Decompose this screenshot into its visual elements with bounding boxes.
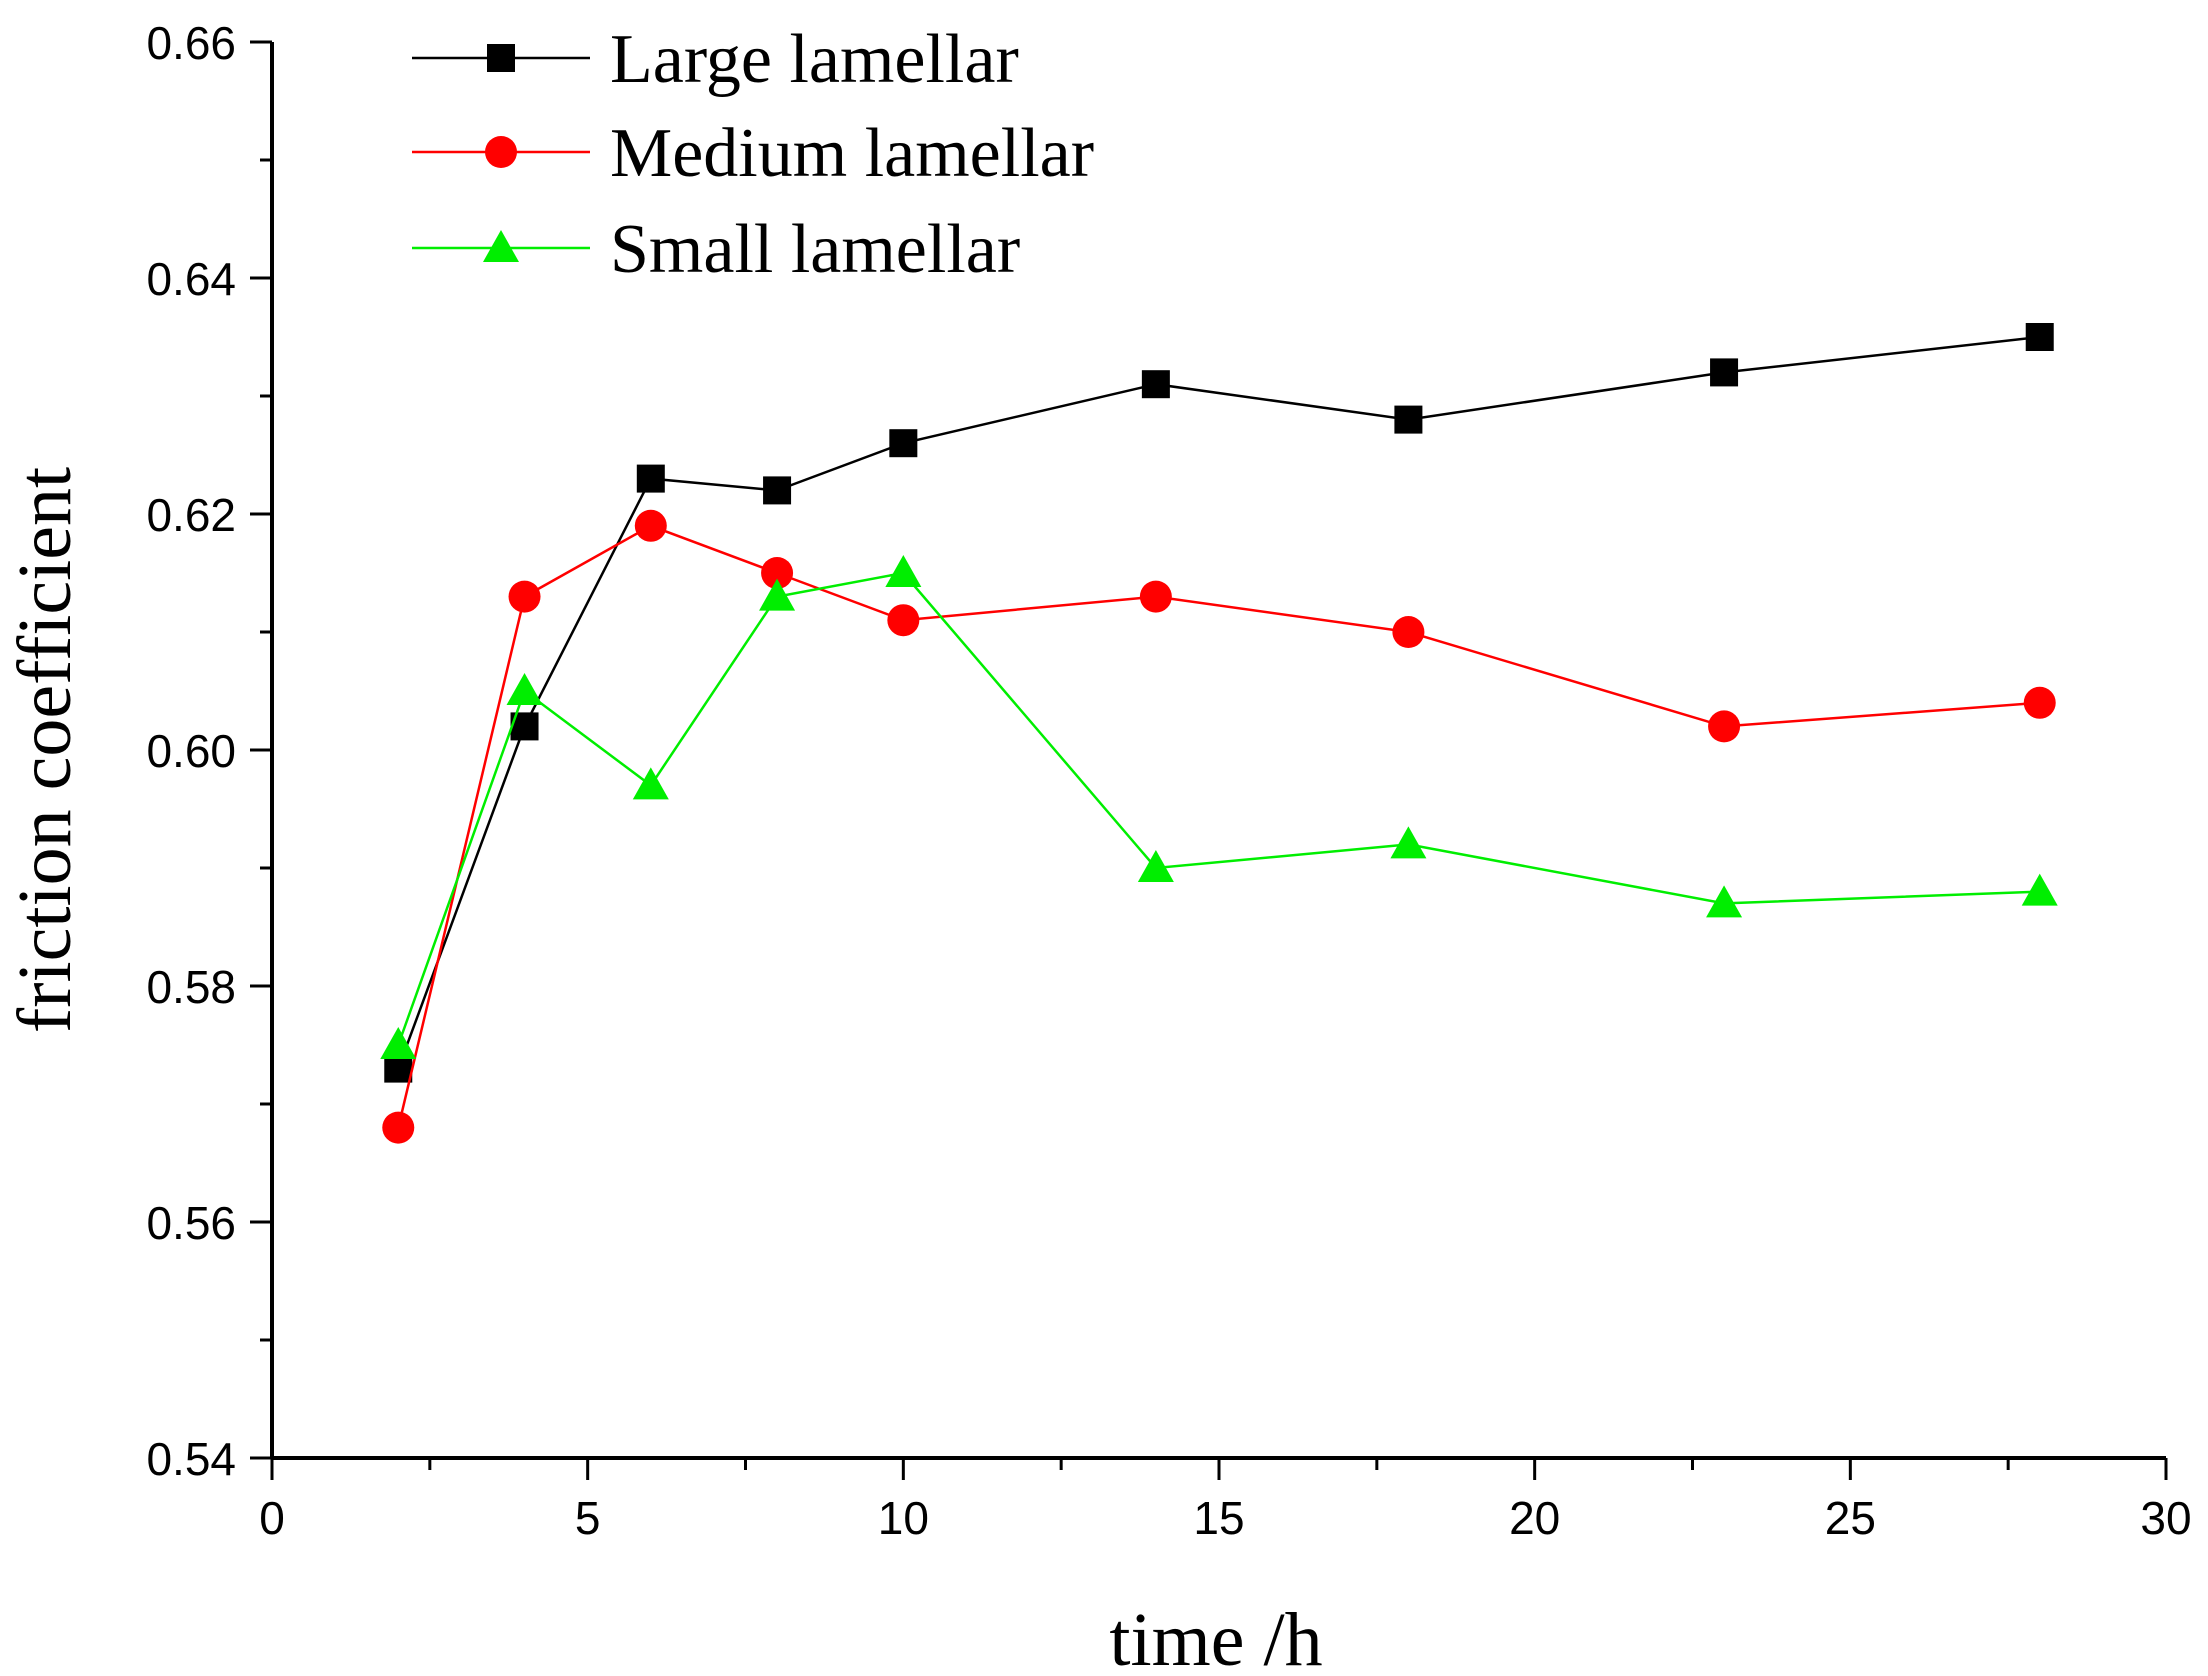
large-lamellar-point — [2025, 323, 2054, 351]
x-ticks: 0 5 10 15 20 25 30 — [259, 1458, 2192, 1544]
medium-lamellar-point — [1708, 710, 1741, 743]
large-lamellar-point — [1710, 358, 1739, 387]
large-lamellar-point — [636, 464, 665, 493]
y-tick-label: 0.60 — [146, 725, 236, 777]
medium-lamellar-point — [1392, 616, 1425, 648]
y-tick-label: 0.58 — [146, 961, 236, 1013]
small-lamellar-point — [1137, 850, 1174, 882]
x-tick-label: 20 — [1509, 1492, 1560, 1544]
legend: Large lamellar Medium lamellar Small lamel… — [412, 21, 1094, 288]
medium-lamellar-point — [2023, 686, 2056, 719]
x-tick-label: 5 — [575, 1492, 601, 1544]
medium-lamellar-point — [761, 557, 794, 589]
x-tick-label: 10 — [878, 1492, 929, 1544]
small-lamellar-point — [1706, 885, 1743, 918]
y-ticks: 0.54 0.56 0.58 0.60 0.62 0.64 0.66 — [146, 17, 272, 1485]
large-lamellar-line — [397, 335, 2040, 1070]
legend-label: Large lamellar — [610, 21, 1019, 98]
small-lamellar-line — [397, 571, 2040, 1046]
series-large-lamellar — [384, 323, 2054, 1083]
legend-marker — [483, 230, 519, 262]
y-tick-label: 0.62 — [146, 489, 236, 541]
series-medium-lamellar — [382, 509, 2056, 1144]
large-lamellar-point — [1141, 370, 1170, 399]
small-lamellar-point — [380, 1027, 417, 1059]
medium-lamellar-point — [1139, 580, 1172, 613]
x-axis-title: time /h — [1109, 1598, 1322, 1676]
series-layer — [380, 323, 2058, 1144]
large-lamellar-point — [763, 476, 792, 505]
medium-lamellar-point — [887, 604, 920, 637]
x-tick-label: 25 — [1825, 1492, 1876, 1544]
medium-lamellar-line — [397, 524, 2040, 1128]
small-lamellar-point — [1390, 826, 1427, 859]
legend-label: Medium lamellar — [610, 115, 1094, 192]
small-lamellar-point — [759, 578, 796, 611]
legend-label: Small lamellar — [610, 211, 1020, 288]
small-lamellar-point — [2021, 873, 2058, 906]
axes — [270, 42, 2166, 1460]
series-small-lamellar — [380, 555, 2058, 1059]
large-lamellar-point — [889, 429, 918, 458]
y-tick-label: 0.54 — [146, 1433, 236, 1485]
medium-lamellar-point — [382, 1111, 415, 1144]
large-lamellar-point — [384, 1054, 413, 1083]
medium-lamellar-point — [508, 580, 541, 613]
legend-item-large-lamellar: Large lamellar — [412, 21, 1019, 98]
legend-item-small-lamellar: Small lamellar — [412, 211, 1020, 288]
x-tick-label: 15 — [1193, 1492, 1244, 1544]
legend-item-medium-lamellar: Medium lamellar — [412, 115, 1094, 192]
x-tick-label: 0 — [259, 1492, 285, 1544]
legend-marker — [485, 136, 517, 168]
legend-marker — [487, 44, 515, 72]
y-tick-label: 0.64 — [146, 253, 236, 305]
small-lamellar-point — [506, 673, 543, 705]
large-lamellar-point — [1394, 405, 1423, 434]
y-tick-label: 0.66 — [146, 17, 236, 69]
y-axis-title: friction coefficient — [3, 467, 87, 1033]
small-lamellar-point — [632, 767, 669, 800]
x-tick-label: 30 — [2140, 1492, 2191, 1544]
medium-lamellar-point — [634, 509, 667, 542]
small-lamellar-point — [885, 555, 922, 587]
y-tick-label: 0.56 — [146, 1197, 236, 1249]
